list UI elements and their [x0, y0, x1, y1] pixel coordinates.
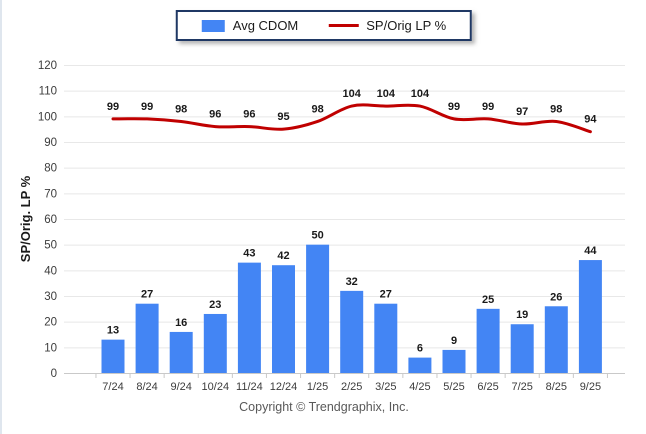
y-tick-label: 10: [44, 342, 57, 354]
line-value-label: 94: [584, 114, 597, 126]
line-value-label: 99: [107, 101, 119, 113]
bar-value-label: 42: [277, 250, 289, 262]
x-tick-label: 2/25: [341, 381, 362, 393]
bar: [169, 331, 193, 373]
y-tick-label: 90: [44, 137, 57, 149]
bar: [340, 290, 364, 373]
y-tick-label: 30: [44, 291, 57, 303]
bar-value-label: 26: [550, 291, 562, 303]
legend-label-avg-cdom: Avg CDOM: [232, 18, 299, 33]
bar-value-label: 19: [516, 309, 528, 321]
bar-value-label: 43: [243, 248, 255, 260]
bar: [578, 260, 602, 373]
chart-legend: Avg CDOM SP/Orig LP %: [175, 10, 473, 41]
legend-item-avg-cdom: Avg CDOM: [201, 18, 299, 33]
line-value-label: 98: [550, 103, 562, 115]
bar-value-label: 27: [141, 289, 153, 301]
x-tick-label: 9/24: [170, 381, 191, 393]
line-value-label: 96: [243, 109, 255, 121]
y-tick-label: 60: [44, 214, 57, 226]
x-tick-label: 4/25: [409, 381, 430, 393]
x-tick-label: 7/25: [511, 381, 532, 393]
line-value-label: 96: [209, 109, 221, 121]
line-value-label: 99: [482, 101, 494, 113]
legend-item-sp-orig-lp: SP/Orig LP %: [328, 18, 446, 33]
bar-value-label: 16: [175, 317, 187, 329]
bar: [101, 339, 125, 373]
line-series-swatch-icon: [328, 24, 359, 27]
x-tick-label: 8/25: [546, 381, 567, 393]
line-value-label: 97: [516, 106, 528, 118]
x-tick-label: 1/25: [307, 381, 328, 393]
bar-value-label: 23: [209, 299, 221, 311]
line-value-label: 98: [175, 103, 187, 115]
line-value-label: 95: [277, 111, 289, 123]
line-series: [111, 103, 592, 134]
bar-value-label: 9: [451, 335, 457, 347]
y-tick-label: 110: [39, 86, 57, 98]
x-tick-label: 5/25: [443, 381, 464, 393]
line-value-label: 99: [141, 101, 153, 113]
bar: [476, 308, 500, 373]
bar-value-label: 44: [584, 245, 597, 257]
x-tick-label: 7/24: [102, 381, 123, 393]
x-tick-label: 3/25: [375, 381, 396, 393]
line-value-label: 104: [411, 88, 430, 100]
x-tick-label: 8/24: [136, 381, 157, 393]
bar: [408, 357, 432, 373]
y-axis-title: SP/Orig. LP %: [18, 175, 33, 262]
bar: [272, 265, 295, 373]
x-tick-label: 6/25: [477, 381, 498, 393]
y-tick-label: 20: [44, 317, 57, 329]
bar: [306, 244, 330, 373]
x-tick-label: 11/24: [236, 381, 263, 393]
bar-value-label: 13: [107, 325, 119, 337]
bar-value-label: 50: [311, 230, 323, 242]
y-tick-label: 70: [44, 188, 57, 200]
bar-value-label: 25: [482, 294, 494, 306]
bar: [135, 303, 159, 373]
bar: [203, 313, 227, 373]
bar: [544, 306, 568, 373]
y-tick-label: 0: [51, 368, 57, 380]
y-tick-label: 50: [44, 240, 57, 252]
y-tick-label: 120: [38, 60, 57, 72]
bar: [237, 262, 261, 373]
line-value-label: 99: [448, 101, 460, 113]
bar-value-label: 27: [380, 289, 392, 301]
y-tick-label: 40: [44, 265, 57, 277]
x-tick-label: 9/25: [580, 381, 601, 393]
copyright-text: Copyright © Trendgraphix, Inc.: [239, 400, 409, 414]
bar: [510, 324, 534, 373]
line-value-label: 98: [311, 103, 323, 115]
bar: [442, 349, 466, 373]
bar: [374, 303, 398, 373]
line-value-label: 104: [377, 88, 396, 100]
legend-label-sp-orig-lp: SP/Orig LP %: [366, 18, 447, 33]
y-tick-label: 80: [44, 163, 57, 175]
bar-value-label: 32: [346, 276, 358, 288]
bar-value-label: 6: [417, 343, 423, 355]
x-tick-label: 12/24: [270, 381, 298, 393]
line-value-label: 104: [343, 88, 362, 100]
bar-series-swatch-icon: [201, 19, 225, 32]
x-tick-label: 10/24: [202, 381, 230, 393]
y-tick-label: 100: [38, 111, 57, 123]
combo-chart: 0 10 20 30 40 50 60 70 80 90 100 110 120 SP/Orig. LP …: [18, 60, 625, 393]
